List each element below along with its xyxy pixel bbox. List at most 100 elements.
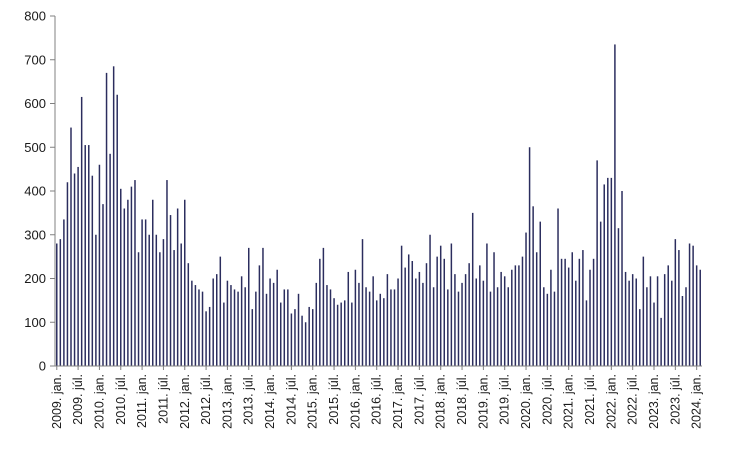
bar bbox=[375, 300, 378, 367]
x-tick-label: 2014. jan. bbox=[263, 374, 277, 429]
bar bbox=[248, 247, 250, 367]
bar bbox=[692, 245, 694, 366]
bar bbox=[471, 212, 474, 367]
bar bbox=[112, 66, 115, 366]
bar bbox=[105, 72, 108, 367]
bar bbox=[461, 282, 463, 367]
bar bbox=[180, 243, 182, 366]
bar bbox=[415, 278, 417, 366]
bar bbox=[223, 302, 225, 366]
bar bbox=[390, 289, 392, 366]
bar bbox=[159, 252, 161, 366]
x-tick-label: 2021. júl. bbox=[583, 374, 597, 425]
bar bbox=[91, 175, 94, 366]
bar bbox=[457, 291, 460, 367]
bar bbox=[535, 252, 538, 366]
bar bbox=[429, 234, 431, 366]
bar bbox=[518, 265, 520, 367]
bar bbox=[454, 274, 456, 367]
bar bbox=[343, 300, 346, 367]
bar bbox=[201, 291, 204, 367]
bar bbox=[511, 269, 513, 366]
bar bbox=[123, 208, 126, 366]
bar bbox=[450, 243, 453, 366]
x-tick-label: 2011. júl. bbox=[156, 374, 170, 424]
bar bbox=[678, 250, 680, 366]
bar bbox=[386, 274, 389, 367]
bar bbox=[262, 247, 264, 367]
bar bbox=[315, 282, 318, 367]
bar bbox=[575, 280, 577, 366]
bar bbox=[56, 243, 58, 366]
bar bbox=[351, 302, 353, 366]
bar bbox=[173, 250, 175, 366]
y-tick-label: 800 bbox=[24, 9, 46, 24]
bar bbox=[208, 306, 211, 366]
bar bbox=[617, 228, 620, 366]
bar bbox=[297, 293, 300, 366]
bar bbox=[436, 256, 438, 367]
bar bbox=[198, 289, 200, 366]
bar bbox=[169, 215, 172, 366]
x-tick-label: 2021. jan. bbox=[562, 374, 576, 429]
bar bbox=[681, 296, 684, 366]
bar bbox=[205, 311, 207, 366]
bar bbox=[73, 173, 76, 366]
bar bbox=[525, 232, 527, 366]
bar bbox=[347, 271, 350, 366]
bar bbox=[468, 263, 470, 366]
y-tick-label: 0 bbox=[39, 359, 46, 374]
x-tick-label: 2016. júl. bbox=[370, 374, 384, 425]
x-tick-label: 2017. jan. bbox=[391, 374, 405, 429]
bar bbox=[543, 287, 545, 366]
bar bbox=[475, 278, 477, 366]
bar bbox=[425, 263, 428, 366]
bar bbox=[486, 243, 488, 366]
y-tick-label: 300 bbox=[24, 227, 46, 242]
bar bbox=[443, 258, 446, 366]
x-tick-label: 2020. júl. bbox=[540, 374, 554, 425]
y-axis-ticks: 0 100 200 300 400 500 600 700 800 bbox=[24, 9, 55, 374]
bar bbox=[528, 147, 531, 366]
bar bbox=[411, 261, 414, 366]
bar bbox=[514, 265, 517, 367]
x-tick-label: 2015. jan. bbox=[306, 374, 320, 429]
bar bbox=[361, 239, 364, 367]
y-tick-label: 100 bbox=[24, 315, 46, 330]
bar bbox=[464, 274, 467, 367]
bar bbox=[482, 280, 485, 366]
bar bbox=[102, 204, 104, 367]
bar bbox=[340, 302, 342, 366]
bar bbox=[503, 276, 506, 366]
bar bbox=[63, 219, 65, 366]
bar bbox=[191, 280, 193, 366]
bar bbox=[308, 306, 310, 366]
bar bbox=[319, 258, 321, 366]
bar bbox=[194, 285, 197, 366]
bar bbox=[656, 276, 659, 366]
bar bbox=[532, 206, 534, 366]
bar bbox=[674, 239, 677, 367]
bar bbox=[162, 239, 165, 367]
bar bbox=[240, 276, 243, 366]
bar bbox=[272, 282, 275, 367]
x-axis-ticks: 2009. jan. 2009. júl. 2010. jan. 2010. júl.… bbox=[50, 366, 704, 429]
x-tick-label: 2009. jan. bbox=[50, 374, 64, 429]
bar bbox=[276, 269, 278, 366]
bar bbox=[660, 317, 662, 367]
x-tick-label: 2022. jan. bbox=[604, 374, 618, 429]
bar bbox=[479, 265, 481, 367]
bar bbox=[631, 274, 634, 367]
bar bbox=[354, 269, 357, 366]
x-tick-label: 2018. jan. bbox=[434, 374, 448, 429]
bar bbox=[84, 145, 86, 366]
x-tick-label: 2014. júl. bbox=[284, 374, 298, 425]
bar bbox=[397, 278, 399, 366]
bar bbox=[496, 287, 499, 366]
bar bbox=[447, 289, 449, 366]
x-tick-label: 2017. júl. bbox=[412, 374, 426, 425]
bar bbox=[585, 300, 588, 367]
bar bbox=[59, 239, 62, 367]
bar bbox=[432, 287, 435, 366]
bar bbox=[614, 44, 616, 366]
